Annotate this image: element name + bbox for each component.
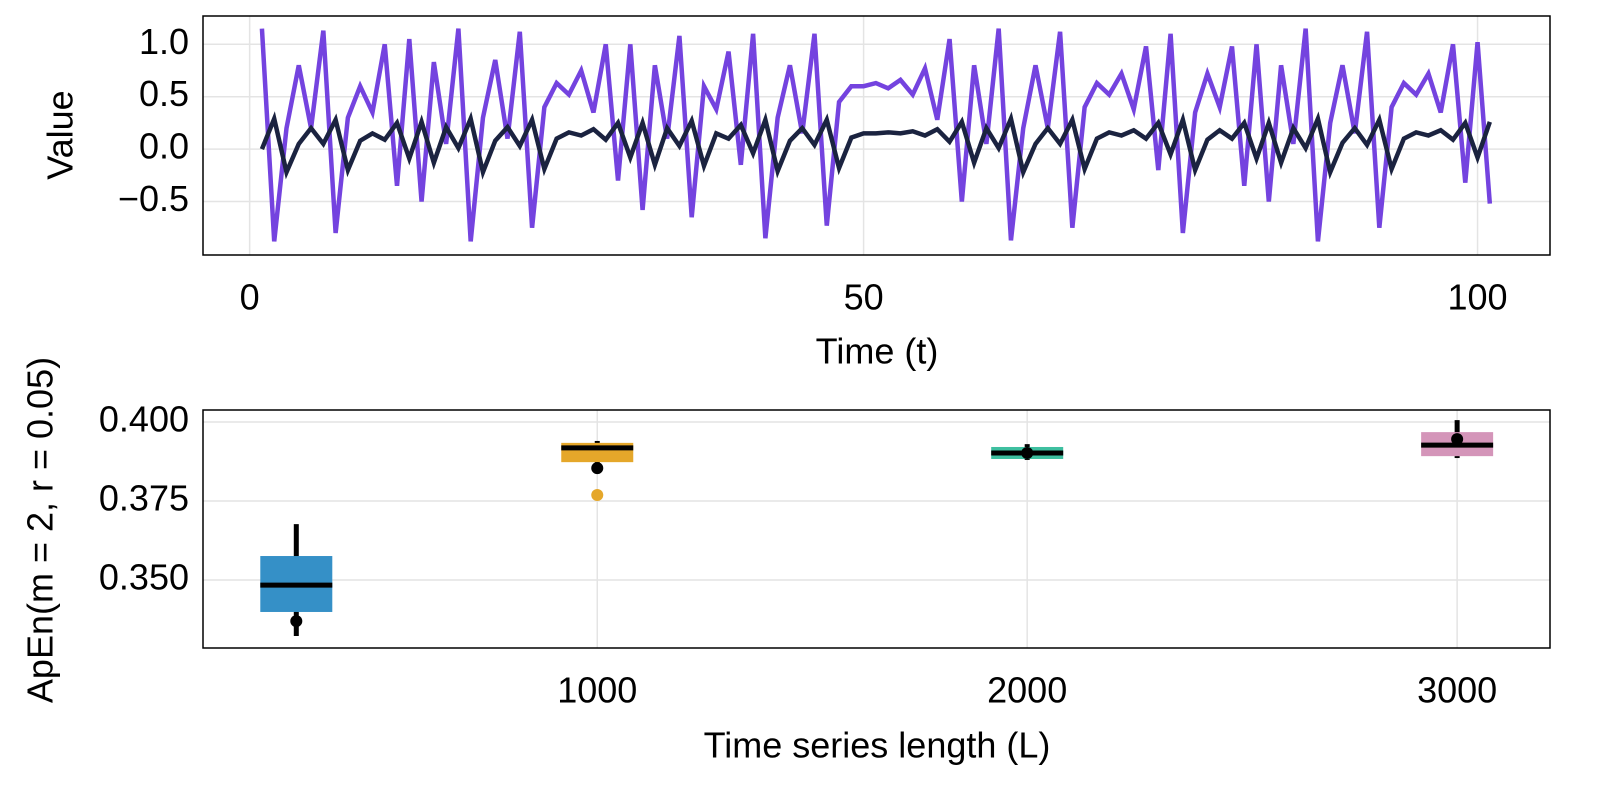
outlier xyxy=(591,489,604,502)
plot-frame xyxy=(202,409,1551,649)
y-tick-label: 0.375 xyxy=(99,478,189,519)
y-axis-label: ApEn(m = 2, r = 0.05) xyxy=(20,357,61,703)
y-tick-label: 0.5 xyxy=(139,73,189,114)
y-tick-label: −0.5 xyxy=(118,178,189,219)
plot-frame xyxy=(202,15,1551,256)
y-tick-label: 1.0 xyxy=(139,21,189,62)
y-tick-label: 0.400 xyxy=(99,399,189,440)
x-tick-label: 50 xyxy=(844,277,884,318)
x-tick-label: 0 xyxy=(240,277,260,318)
x-axis-label: Time (t) xyxy=(816,331,939,372)
y-tick-label: 0.350 xyxy=(99,557,189,598)
x-axis-label: Time series length (L) xyxy=(704,725,1051,766)
data-line xyxy=(259,28,1493,242)
x-tick-label: 1000 xyxy=(557,670,637,711)
x-tick-label: 2000 xyxy=(987,670,1067,711)
mean-dot xyxy=(1451,433,1464,446)
mean-dot xyxy=(1021,446,1034,459)
x-tick-label: 100 xyxy=(1448,277,1508,318)
data-line xyxy=(259,111,1492,180)
mean-dot xyxy=(591,462,604,475)
x-tick-label: 3000 xyxy=(1417,670,1497,711)
mean-dot xyxy=(290,615,303,628)
y-axis-label: Value xyxy=(40,90,81,179)
y-tick-label: 0.0 xyxy=(139,126,189,167)
